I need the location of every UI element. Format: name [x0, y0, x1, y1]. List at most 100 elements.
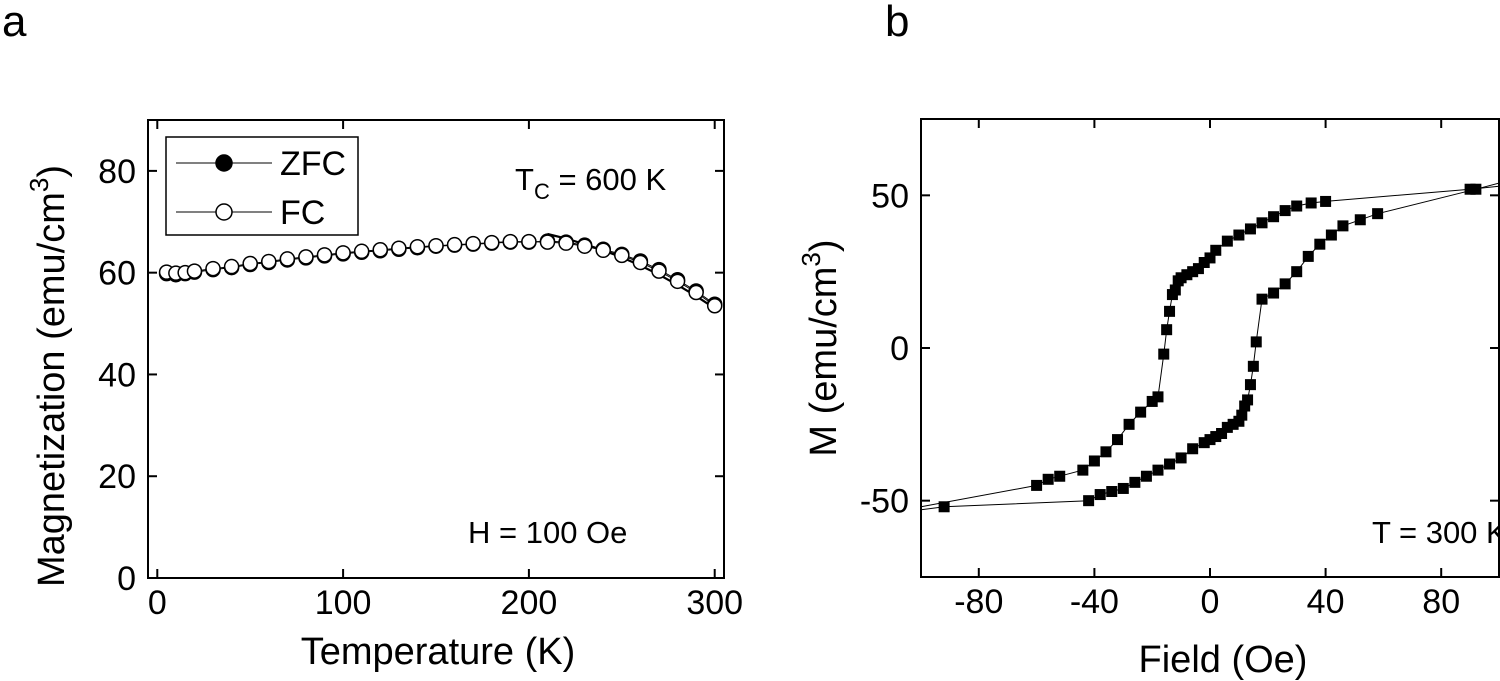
data-point-square — [1198, 257, 1210, 269]
data-point-square — [1164, 305, 1176, 317]
panel-b-y-tick-label: 50 — [871, 177, 909, 215]
panel-a-y-title-main: Magnetization (emu/cm — [31, 192, 73, 587]
data-point-square — [1216, 427, 1228, 439]
data-point-square — [1204, 434, 1216, 446]
data-point-fc — [688, 284, 704, 301]
panel-b-data-marks — [921, 182, 1499, 513]
data-point-square — [1117, 482, 1129, 494]
data-point-fc — [223, 258, 240, 275]
panel-a-x-tick-label: 100 — [315, 584, 372, 622]
data-point-square — [1247, 360, 1259, 372]
data-point-square — [1161, 324, 1173, 336]
data-point-square — [1236, 409, 1248, 421]
data-point-fc — [521, 233, 537, 250]
data-point-fc — [298, 249, 314, 265]
data-point-fc — [669, 273, 686, 290]
panel-a-x-axis-title: Temperature (K) — [301, 631, 576, 673]
data-point-fc — [651, 263, 667, 279]
data-point-square — [1250, 336, 1262, 348]
panel-b-x-tick-label: 80 — [1422, 583, 1460, 621]
curie-temperature-annotation: TC = 600 K — [515, 162, 666, 204]
panel-b-y-title-superscript: 3 — [796, 252, 826, 266]
data-point-square — [1221, 235, 1233, 247]
panel-b-label: b — [885, 0, 909, 46]
data-point-square — [1158, 348, 1170, 360]
legend-fc-label: FC — [280, 194, 325, 232]
data-point-fc — [558, 235, 574, 251]
data-point-square — [1100, 446, 1112, 458]
data-point-square — [1233, 229, 1245, 241]
data-point-square — [1268, 287, 1280, 299]
data-point-fc — [186, 263, 203, 279]
data-point-fc — [576, 238, 593, 254]
data-point-square — [1233, 415, 1245, 427]
hysteresis-branch-line — [921, 185, 1499, 508]
panel-b-x-tick-label: 0 — [1201, 583, 1220, 621]
panel-a-y-title-superscript: 3 — [24, 178, 54, 192]
data-point-fc — [242, 255, 258, 272]
data-point-square — [1221, 421, 1233, 433]
data-point-fc — [372, 242, 389, 258]
data-point-square — [1320, 195, 1332, 207]
data-point-fc — [353, 243, 370, 260]
curie-fit-curve — [547, 232, 716, 310]
data-point-square — [1181, 269, 1193, 281]
data-point-square — [1268, 211, 1280, 223]
panel-a-plot-frame — [147, 119, 725, 579]
panel-b-clipped-marks — [921, 182, 1499, 513]
panel-a-legend: ZFC FC — [165, 136, 359, 236]
panel-a-x-tick-label: 200 — [501, 584, 558, 622]
data-point-fc — [261, 253, 277, 270]
panel-a-label: a — [2, 0, 27, 46]
legend-zfc-label: ZFC — [280, 145, 346, 183]
panel-a-data-marks — [158, 232, 723, 314]
panel-a-y-tick-label: 40 — [98, 356, 136, 394]
data-point-square — [1210, 431, 1222, 443]
data-point-square — [1123, 418, 1135, 430]
data-point-square — [1152, 391, 1164, 403]
panel-b-y-title-main: M (emu/cm — [803, 267, 845, 457]
tc-subscript: C — [534, 179, 550, 204]
tc-symbol: T — [515, 162, 534, 197]
data-point-square — [1164, 458, 1176, 470]
data-point-fc — [465, 235, 481, 252]
data-point-square — [1146, 395, 1158, 407]
data-point-square — [1129, 476, 1141, 488]
panel-a-y-tick-label: 0 — [117, 560, 136, 598]
tc-value: = 600 K — [550, 162, 667, 197]
data-point-square — [1112, 434, 1124, 446]
data-point-fc — [428, 237, 444, 254]
data-point-square — [1204, 252, 1216, 264]
panel-b-x-tick-label: -80 — [954, 583, 1003, 621]
data-point-square — [1305, 197, 1317, 209]
data-point-fc — [391, 240, 407, 256]
panel-a-y-title-close: ) — [31, 165, 73, 178]
data-point-square — [1152, 464, 1164, 476]
panel-b-x-tick-label: -40 — [1070, 583, 1119, 621]
data-point-square — [1227, 418, 1239, 430]
temperature-annotation: T = 300 K — [1372, 515, 1500, 550]
data-point-square — [1083, 495, 1095, 507]
data-point-square — [1175, 452, 1187, 464]
data-point-fc — [335, 245, 351, 261]
data-point-square — [1187, 266, 1199, 278]
data-point-square — [1192, 263, 1204, 275]
data-point-square — [1106, 486, 1118, 498]
data-point-square — [1198, 437, 1210, 449]
data-point-square — [1291, 266, 1303, 278]
data-point-square — [1354, 214, 1366, 226]
panel-b-y-axis-title: M (emu/cm3) — [796, 239, 845, 456]
data-point-square — [1291, 200, 1303, 212]
legend-zfc-marker — [215, 154, 233, 172]
panel-a-axes: 0 100 200 300 0 20 40 60 80 — [98, 120, 743, 622]
panel-a-y-tick-label: 80 — [98, 153, 136, 191]
data-point-square — [1042, 473, 1054, 485]
data-point-square — [1077, 464, 1089, 476]
data-point-square — [1172, 275, 1184, 287]
data-point-square — [1210, 244, 1222, 256]
panel-a-y-tick-label: 20 — [98, 458, 136, 496]
data-point-square — [1279, 278, 1291, 290]
data-point-square — [1325, 229, 1337, 241]
data-point-square — [1464, 183, 1476, 195]
